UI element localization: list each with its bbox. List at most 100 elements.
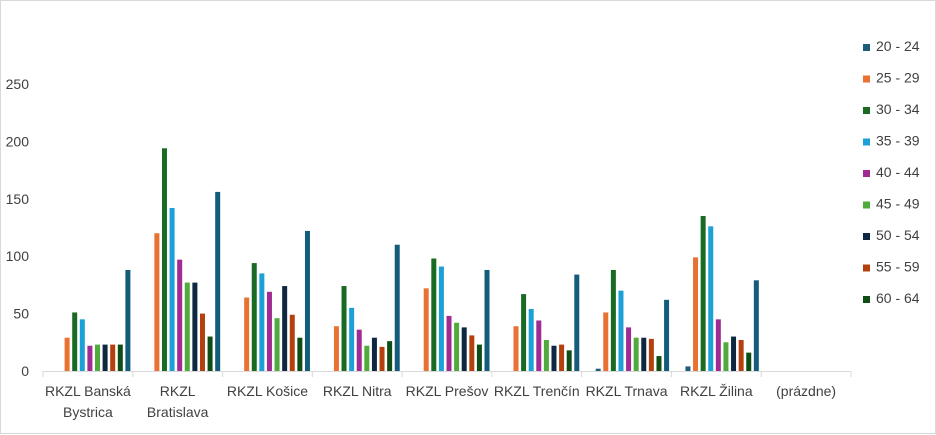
bar (543, 340, 549, 371)
bar (184, 282, 190, 371)
bar (259, 273, 265, 371)
bar (274, 318, 280, 371)
bar (574, 274, 580, 371)
bar (379, 346, 385, 371)
bar (461, 327, 467, 371)
legend-swatch (863, 201, 870, 209)
bar (438, 266, 444, 371)
legend-swatch (863, 233, 870, 240)
legend-label: 35 - 39 (876, 133, 920, 149)
y-tick-label: 100 (6, 248, 30, 264)
category-label: Bystrica (63, 404, 113, 420)
bar (664, 299, 670, 371)
bar (251, 263, 257, 371)
bar (177, 259, 183, 371)
bar (626, 327, 632, 371)
bar (536, 320, 542, 371)
bar (192, 282, 198, 371)
category-label: RKZL Prešov (406, 383, 489, 399)
bar (72, 312, 78, 371)
category-label: RKZL Trnava (586, 383, 668, 399)
bar (484, 269, 490, 371)
category-label: RKZL Košice (227, 383, 308, 399)
legend-swatch (863, 138, 870, 146)
bar (446, 315, 452, 371)
bar (266, 291, 272, 371)
bar (566, 350, 572, 371)
bar (341, 286, 347, 371)
bar (551, 345, 557, 371)
bar (641, 337, 647, 371)
y-tick-label: 150 (6, 191, 30, 207)
bar (64, 337, 70, 371)
bar (169, 207, 175, 371)
category-label: RKZL (160, 383, 196, 399)
bar (521, 294, 527, 371)
bar (356, 329, 362, 371)
bar (282, 286, 288, 371)
bar (559, 344, 565, 371)
bar (102, 344, 108, 371)
bar (700, 216, 706, 371)
bar (244, 297, 250, 371)
legend-label: 25 - 29 (876, 70, 920, 86)
bar (633, 337, 639, 371)
bar (394, 244, 400, 371)
bar (125, 269, 131, 371)
bar (95, 344, 100, 371)
bar (753, 280, 759, 371)
bar (513, 326, 519, 371)
bar (387, 341, 393, 371)
bar (304, 230, 310, 371)
bar (87, 345, 93, 371)
bar (528, 309, 534, 371)
bar (693, 257, 699, 371)
bar (469, 335, 475, 371)
bar (454, 322, 460, 371)
legend-label: 20 - 24 (876, 38, 920, 54)
legend-label: 40 - 44 (876, 164, 920, 180)
bar (595, 368, 601, 371)
bar (423, 288, 429, 371)
bar (656, 356, 662, 371)
legend-swatch (863, 75, 870, 83)
category-label: RKZL Trenčín (494, 383, 580, 399)
legend-label: 60 - 64 (876, 290, 920, 306)
bar (738, 340, 744, 371)
bar (333, 326, 339, 371)
legend-label: 45 - 49 (876, 196, 920, 212)
legend-label: 55 - 59 (876, 259, 920, 275)
bar (431, 258, 437, 371)
category-label: RKZL Nitra (323, 383, 392, 399)
bar (476, 344, 482, 371)
legend-swatch (863, 107, 870, 114)
bar (349, 307, 355, 371)
category-label: (prázdne) (776, 383, 836, 399)
bar (289, 314, 295, 371)
bar (731, 336, 737, 371)
bar (723, 342, 729, 371)
y-tick-label: 0 (21, 363, 29, 379)
bar (297, 337, 303, 371)
legend-label: 30 - 34 (876, 101, 920, 117)
bar (685, 366, 691, 371)
category-label: Bratislava (147, 404, 209, 420)
category-label: RKZL Banská (45, 383, 131, 399)
y-tick-label: 250 (6, 76, 30, 92)
bar (215, 191, 221, 371)
bar (117, 344, 123, 371)
bar (603, 312, 609, 371)
bar (715, 319, 721, 371)
legend-swatch (863, 170, 870, 177)
bar (161, 148, 167, 371)
category-label: RKZL Žilina (680, 383, 753, 399)
bar (371, 337, 377, 371)
bar (79, 319, 85, 371)
bar (364, 345, 370, 371)
bar (648, 338, 654, 371)
bar (154, 233, 160, 371)
bar (110, 344, 116, 371)
bar (207, 336, 213, 371)
